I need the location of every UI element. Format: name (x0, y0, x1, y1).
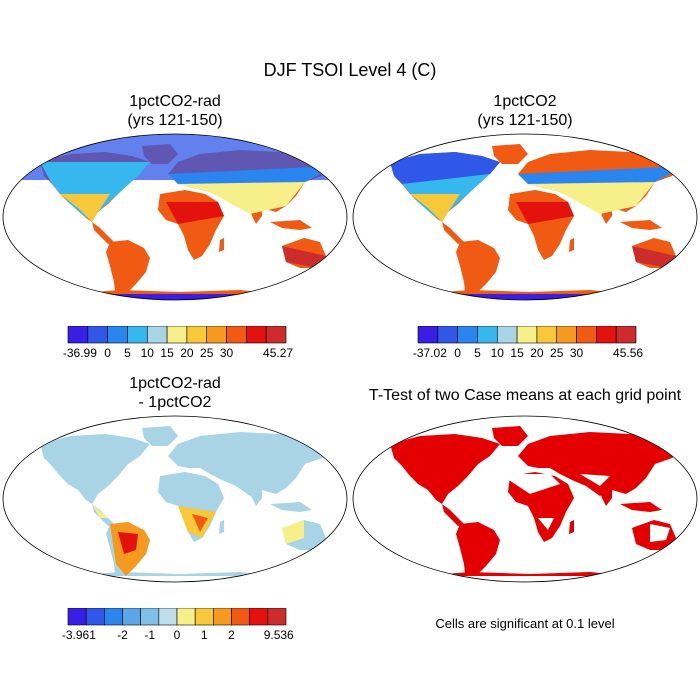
panel-ctl-title-line1: 1pctCO2 (493, 93, 557, 110)
colorbar-swatch (226, 326, 247, 344)
colorbar-label: -1 (144, 628, 155, 642)
panel-diff-title-line1: 1pctCO2-rad (129, 375, 221, 392)
colorbar-swatch (166, 326, 188, 344)
colorbar-swatch (104, 608, 123, 626)
colorbar-swatch (206, 326, 227, 344)
panel-rad-title-line1: 1pctCO2-rad (129, 93, 221, 110)
colorbar-swatch (496, 326, 518, 344)
colorbar-swatch (246, 326, 267, 344)
map-ttest (352, 415, 698, 583)
difference-overlay (70, 504, 304, 582)
colorbar-label: 30 (220, 346, 234, 360)
colorbar-swatch (457, 326, 478, 344)
colorbar-label: -36.99 (63, 346, 97, 360)
colorbar-label: 45.56 (613, 346, 643, 360)
colorbar-label: 9.536 (264, 628, 294, 642)
colorbar-swatch (127, 326, 148, 344)
colorbar-swatch (107, 326, 128, 344)
colorbar-swatch (596, 326, 617, 344)
colorbar-swatch (615, 326, 637, 344)
colorbar-swatch (194, 608, 214, 626)
colorbar-swatch (556, 326, 577, 344)
map-ctl (352, 133, 698, 301)
colorbar-label: 30 (570, 346, 584, 360)
colorbar-label: 0 (174, 628, 181, 642)
colorbar-swatch (67, 326, 89, 344)
colorbar-swatch (176, 608, 196, 626)
colorbar-diff: -3.961 -2 -1 0 1 2 9.536 (62, 608, 294, 642)
colorbar-swatch (417, 326, 439, 344)
colorbar-swatch (477, 326, 498, 344)
panel-rad-title: 1pctCO2-rad (yrs 121-150) (0, 92, 350, 130)
panel-diff-title-line2: - 1pctCO2 (138, 394, 212, 411)
colorbar-label: 1 (201, 628, 208, 642)
panel-ctl-title-line2: (yrs 121-150) (477, 112, 573, 129)
colorbar-label: 25 (200, 346, 214, 360)
colorbar-label: 2 (228, 628, 235, 642)
map-rad (2, 133, 348, 301)
colorbar-label: 20 (180, 346, 194, 360)
colorbar-swatch (85, 608, 105, 626)
colorbar-swatch (249, 608, 269, 626)
colorbar-swatch (146, 326, 168, 344)
colorbar-swatch (213, 608, 232, 626)
colorbar-label: 25 (550, 346, 564, 360)
colorbar-swatch (437, 326, 458, 344)
colorbar-swatch (87, 326, 108, 344)
colorbar-label: 15 (160, 346, 174, 360)
colorbar-swatch (265, 326, 287, 344)
figure-title: DJF TSOI Level 4 (C) (263, 60, 437, 80)
colorbar-swatch (576, 326, 597, 344)
colorbar-label: 10 (491, 346, 505, 360)
colorbar-label: 10 (141, 346, 155, 360)
colorbar-label: 45.27 (263, 346, 293, 360)
colorbar-label: 15 (510, 346, 524, 360)
temperature-overlay (40, 162, 335, 300)
colorbar-swatch (231, 608, 250, 626)
colorbar-label: 0 (104, 346, 111, 360)
colorbar-swatch (122, 608, 141, 626)
colorbar-swatch (267, 608, 287, 626)
panel-diff-title: 1pctCO2-rad - 1pctCO2 (0, 374, 350, 412)
colorbar-label: 5 (474, 346, 481, 360)
significance-note: Cells are significant at 0.1 level (435, 616, 615, 631)
panel-rad-title-line2: (yrs 121-150) (127, 112, 223, 129)
colorbar-swatch (536, 326, 558, 344)
colorbar-swatch (140, 608, 160, 626)
colorbar-ctl: -37.02 0 5 10 15 20 25 30 45.56 (413, 326, 643, 360)
colorbar-label: 20 (530, 346, 544, 360)
colorbar-label: -37.02 (413, 346, 447, 360)
panel-ttest-title: T-Test of two Case means at each grid po… (368, 387, 682, 404)
colorbar-swatch (67, 608, 87, 626)
colorbar-label: 5 (124, 346, 131, 360)
colorbar-swatch (186, 326, 208, 344)
colorbar-swatch (516, 326, 538, 344)
colorbar-rad: -36.99 0 5 10 15 20 25 30 45.27 (63, 326, 293, 360)
panel-ctl-title: 1pctCO2 (yrs 121-150) (350, 92, 700, 130)
map-diff (2, 415, 348, 583)
colorbar-swatch (158, 608, 178, 626)
colorbar-label: -3.961 (62, 628, 96, 642)
colorbar-label: 0 (454, 346, 461, 360)
colorbar-label: -2 (117, 628, 128, 642)
